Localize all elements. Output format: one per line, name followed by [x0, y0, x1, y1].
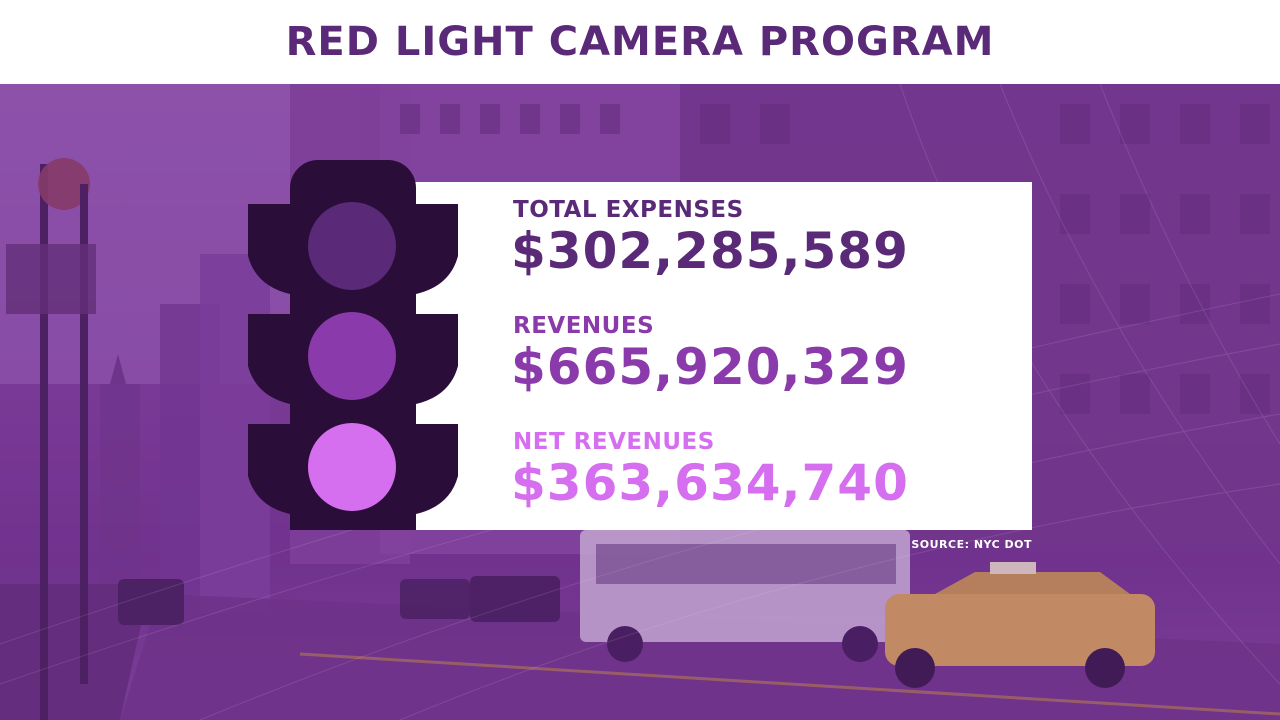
page-title: RED LIGHT CAMERA PROGRAM — [285, 19, 995, 65]
revenues-value: $665,920,329 — [511, 338, 909, 396]
traffic-light-icon — [248, 160, 458, 530]
net-revenues-value: $363,634,740 — [511, 454, 909, 512]
revenues-label: REVENUES — [513, 313, 655, 339]
bottom-lamp — [308, 423, 396, 511]
source-credit: SOURCE: NYC DOT — [911, 538, 1032, 551]
total-expenses-label: TOTAL EXPENSES — [513, 197, 744, 223]
total-expenses-value: $302,285,589 — [511, 222, 909, 280]
top-lamp — [308, 202, 396, 290]
title-bar: RED LIGHT CAMERA PROGRAM — [0, 0, 1280, 84]
middle-lamp — [308, 312, 396, 400]
stats-card — [413, 182, 1032, 530]
net-revenues-label: NET REVENUES — [513, 429, 715, 455]
